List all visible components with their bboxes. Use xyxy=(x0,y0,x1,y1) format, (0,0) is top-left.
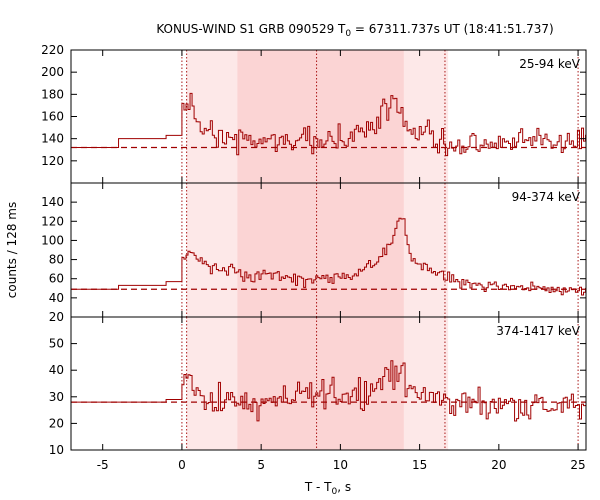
y-tick-label: 200 xyxy=(41,65,64,79)
y-tick-label: 180 xyxy=(41,87,64,101)
y-tick-label: 220 xyxy=(41,43,64,57)
y-tick-label: 40 xyxy=(49,291,64,305)
y-tick-label: 100 xyxy=(41,233,64,247)
y-tick-label: 20 xyxy=(49,416,64,430)
shaded-interval-2 xyxy=(237,50,404,183)
y-tick-label: 50 xyxy=(49,337,64,351)
panel-2: 20 40 60 80 100 120 140 94-374 keV xyxy=(41,182,587,324)
x-tick-label: 25 xyxy=(570,458,585,472)
x-tick-label: -5 xyxy=(97,458,109,472)
y-tick-label: 60 xyxy=(49,272,64,286)
energy-band-label: 94-374 keV xyxy=(512,190,581,204)
x-tick-label: 10 xyxy=(333,458,348,472)
y-tick-label: 160 xyxy=(41,110,64,124)
light-curve xyxy=(71,92,586,157)
x-tick-label: 20 xyxy=(491,458,506,472)
panel-frame xyxy=(70,316,587,451)
x-tick-label: 0 xyxy=(178,458,186,472)
y-tick-label: 140 xyxy=(41,195,64,209)
y-tick-label: 80 xyxy=(49,253,64,267)
y-tick-label: 30 xyxy=(49,390,64,404)
y-tick-label: 40 xyxy=(49,363,64,377)
light-curve xyxy=(71,217,586,296)
y-tick-label: 140 xyxy=(41,132,64,146)
x-tick-label: 15 xyxy=(412,458,427,472)
panel-1: 120 140 160 180 200 220 25-94 keV xyxy=(41,43,587,184)
y-tick-label: 120 xyxy=(41,214,64,228)
energy-band-label: 25-94 keV xyxy=(519,57,581,71)
y-axis-title: counts / 128 ms xyxy=(5,202,19,298)
y-tick-label: 20 xyxy=(49,310,64,324)
x-axis-title: T - T0, s xyxy=(304,480,351,497)
panel-3: 10 20 30 40 50 374-1417 keV xyxy=(49,316,587,457)
x-tick-label: 5 xyxy=(257,458,265,472)
energy-band-label: 374-1417 keV xyxy=(496,324,580,338)
shaded-interval-2 xyxy=(237,317,404,450)
y-tick-label: 10 xyxy=(49,443,64,457)
shaded-interval-2 xyxy=(237,183,404,317)
y-tick-label: 120 xyxy=(41,154,64,168)
light-curve xyxy=(71,360,586,422)
chart-title: KONUS-WIND S1 GRB 090529 T0 = 67311.737s… xyxy=(156,22,553,39)
